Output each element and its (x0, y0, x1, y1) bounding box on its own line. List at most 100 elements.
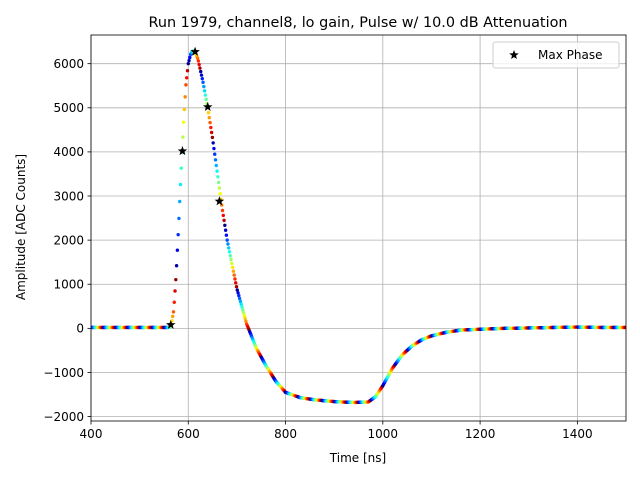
pulse-point (196, 59, 201, 63)
pulse-point (202, 84, 206, 89)
pulse-point (231, 269, 236, 273)
y-tick-label: 0 (76, 322, 84, 336)
pulse-point (213, 152, 217, 156)
pulse-point (171, 310, 176, 314)
y-tick-label: −1000 (43, 366, 84, 380)
y-axis-label: Amplitude [ADC Counts] (14, 154, 28, 300)
pulse-point (204, 97, 208, 102)
pulse-point (232, 273, 236, 277)
pulse-point (184, 83, 188, 87)
pulse-point (182, 107, 187, 112)
pulse-point (208, 120, 212, 125)
max-phase-marker (190, 46, 200, 56)
pulse-point (175, 248, 180, 252)
pulse-point (240, 305, 244, 309)
x-axis-label: Time [ns] (329, 451, 386, 465)
pulse-point (183, 95, 187, 99)
pulse-point (199, 69, 203, 74)
pulse-point (187, 58, 191, 63)
pulse-point (218, 192, 222, 196)
pulse-point (195, 56, 200, 60)
pulse-point (176, 232, 180, 237)
x-tick-label: 800 (274, 427, 297, 441)
y-tick-label: 5000 (53, 101, 84, 115)
pulse-point (174, 277, 178, 282)
pulse-point (237, 294, 241, 298)
pulse-point (178, 182, 183, 187)
pulse-point (233, 277, 237, 281)
x-tick-label: 400 (80, 427, 103, 441)
pulse-point (241, 308, 245, 312)
pulse-point (229, 257, 233, 262)
pulse-point (235, 288, 239, 292)
pulse-point (221, 213, 225, 218)
pulse-point (207, 115, 211, 120)
pulse-point (199, 73, 204, 77)
pulse-point (202, 89, 207, 93)
pulse-point (220, 208, 225, 213)
pulse-point (222, 218, 226, 223)
legend-label: Max Phase (538, 48, 602, 62)
pulse-point (177, 216, 181, 221)
pulse-point (234, 281, 238, 285)
pulse-point (212, 146, 216, 151)
pulse-point (227, 246, 231, 250)
pulse-point (198, 66, 202, 70)
y-tick-label: 4000 (53, 145, 84, 159)
pulse-point (239, 302, 243, 306)
pulse-point (209, 130, 214, 135)
pulse-point (210, 135, 215, 140)
pulse-point (185, 76, 189, 80)
pulse-point (185, 69, 190, 73)
plot-area: 400 600 800 1000 1200 1400 −2000 −1000 0 1000 2000… (43, 34, 627, 441)
x-tick-label: 1000 (368, 427, 399, 441)
pulse-point (173, 289, 177, 293)
pulse-point (230, 261, 234, 266)
pulse-point (223, 223, 227, 228)
pulse-point (203, 93, 208, 97)
pulse-point (223, 228, 228, 232)
pulse-point (228, 253, 232, 258)
y-tick-label: 1000 (53, 278, 84, 292)
pulse-point (209, 125, 213, 130)
pulse-point (227, 250, 232, 254)
pulse-point (225, 238, 229, 242)
pulse-point (234, 285, 239, 289)
pulse-point (206, 111, 211, 115)
pulse-point (216, 175, 220, 179)
x-tick-label: 600 (177, 427, 200, 441)
pulse-point (623, 325, 626, 330)
pulse-point (224, 233, 229, 237)
pulse-point (242, 313, 246, 318)
pulse-point (179, 166, 183, 170)
pulse-point (188, 55, 192, 60)
y-tick-label: 6000 (53, 57, 84, 71)
legend: Max Phase (492, 41, 620, 69)
max-phase-marker (166, 319, 176, 329)
pulse-point (181, 120, 186, 124)
pulse-point (241, 310, 246, 315)
max-phase-marker (214, 196, 225, 206)
max-phase-marker (202, 101, 213, 111)
pulse-point (236, 291, 240, 295)
pulse-point (238, 299, 243, 304)
pulse-point (172, 300, 176, 304)
pulse-point (174, 264, 179, 268)
pulse-point (244, 319, 248, 323)
pulse-point (213, 158, 218, 162)
pulse-point (171, 314, 175, 319)
legend-star-icon (509, 50, 519, 60)
pulse-point (215, 169, 219, 173)
pulse-point (178, 199, 182, 204)
x-tick-label: 1400 (562, 427, 593, 441)
y-tick-label: −2000 (43, 410, 84, 424)
pulse-point (237, 296, 242, 301)
pulse-point (200, 76, 204, 81)
max-phase-marker (177, 146, 188, 156)
pulse-point (243, 316, 247, 320)
y-tick-label: 3000 (53, 189, 84, 203)
pulse-point (214, 163, 218, 168)
legend-box (492, 41, 620, 69)
pulse-series (91, 49, 626, 405)
